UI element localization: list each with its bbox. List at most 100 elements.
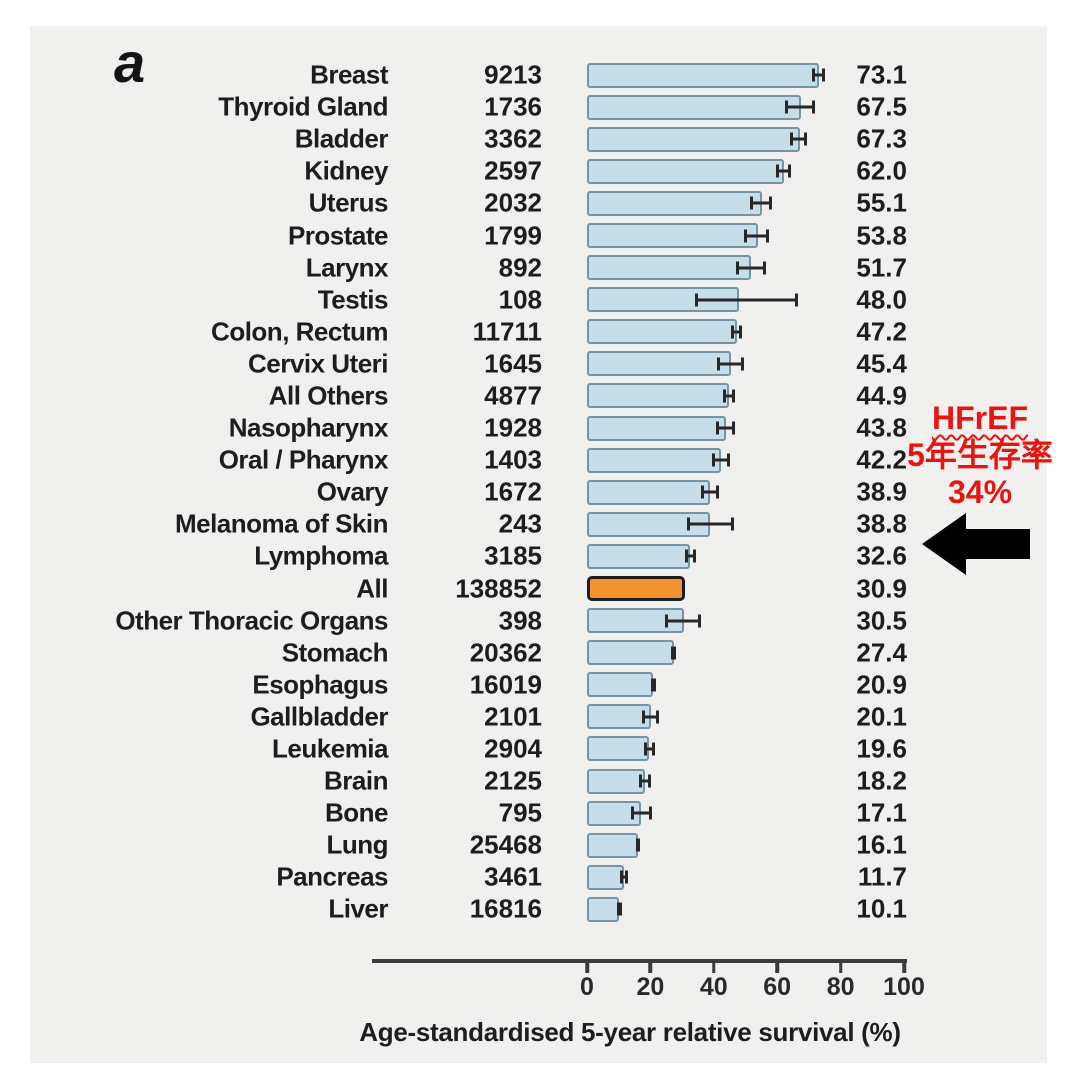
case-count: 1928 bbox=[484, 412, 542, 443]
survival-bar bbox=[587, 640, 674, 666]
x-axis-tick-label: 20 bbox=[636, 973, 665, 1001]
survival-bar bbox=[587, 832, 639, 858]
case-count: 2597 bbox=[484, 155, 542, 186]
error-bar bbox=[686, 517, 735, 531]
error-bar bbox=[812, 68, 825, 82]
table-row: Lung 25468 16.1 bbox=[30, 829, 1047, 861]
case-count: 25468 bbox=[469, 829, 542, 860]
error-bar bbox=[775, 164, 792, 178]
bar-area bbox=[587, 508, 912, 540]
survival-bar bbox=[587, 319, 737, 345]
bar-area bbox=[587, 701, 912, 733]
bar-area bbox=[587, 573, 912, 605]
case-count: 9213 bbox=[484, 59, 542, 90]
survival-bar bbox=[587, 62, 819, 88]
table-row: Stomach 20362 27.4 bbox=[30, 637, 1047, 669]
bar-area bbox=[587, 155, 912, 187]
cancer-name-label: Cervix Uteri bbox=[248, 348, 388, 379]
survival-bar bbox=[587, 543, 691, 569]
cancer-name-label: Stomach bbox=[281, 637, 389, 668]
survival-bar bbox=[587, 351, 731, 377]
error-bar bbox=[694, 293, 798, 307]
survival-value: 17.1 bbox=[856, 797, 907, 828]
case-count: 1645 bbox=[484, 348, 542, 379]
error-bar bbox=[701, 485, 720, 499]
x-axis-tick bbox=[712, 963, 716, 973]
survival-bar bbox=[587, 158, 784, 184]
case-count: 3185 bbox=[484, 540, 542, 571]
x-axis-tick-label: 60 bbox=[763, 973, 792, 1001]
panel-label-a: a bbox=[114, 31, 146, 94]
hfref-percentage: 34% bbox=[947, 474, 1013, 510]
survival-bar bbox=[587, 479, 711, 505]
survival-value: 44.9 bbox=[856, 380, 907, 411]
survival-value: 73.1 bbox=[856, 59, 907, 90]
error-bar bbox=[735, 261, 767, 275]
case-count: 2101 bbox=[484, 701, 542, 732]
case-count: 4877 bbox=[484, 380, 542, 411]
bar-area bbox=[587, 476, 912, 508]
table-row: Oral / Pharynx 1403 42.2 bbox=[30, 444, 1047, 476]
x-axis-tick-label: 40 bbox=[699, 973, 728, 1001]
case-count: 398 bbox=[498, 605, 542, 636]
survival-bar bbox=[587, 511, 710, 537]
cancer-name-label: Colon, Rectum bbox=[211, 316, 388, 347]
case-count: 2904 bbox=[484, 733, 542, 764]
cancer-name-label: Ovary bbox=[316, 476, 389, 507]
survival-bar bbox=[587, 190, 762, 216]
cancer-name-label: Nasopharynx bbox=[228, 412, 389, 443]
survival-bar bbox=[587, 800, 642, 826]
error-bar bbox=[785, 100, 816, 114]
survival-value: 42.2 bbox=[856, 444, 907, 475]
x-axis-tick-label: 80 bbox=[826, 973, 855, 1001]
survival-bar bbox=[587, 768, 645, 794]
survival-bar bbox=[587, 222, 758, 248]
hfref-survival-label: 5年生存率 bbox=[907, 437, 1053, 473]
error-bar bbox=[712, 453, 731, 467]
cancer-name-label: Lymphoma bbox=[254, 540, 388, 571]
bar-area bbox=[587, 637, 912, 669]
error-bar bbox=[684, 549, 696, 563]
arrow-head bbox=[922, 513, 966, 575]
case-count: 2125 bbox=[484, 765, 542, 796]
survival-value: 38.8 bbox=[856, 508, 907, 539]
x-axis-label: Age-standardised 5-year relative surviva… bbox=[359, 1017, 901, 1047]
cancer-name-label: Bone bbox=[325, 797, 389, 828]
bar-area bbox=[587, 605, 912, 637]
bar-area bbox=[587, 733, 912, 765]
x-axis-tick bbox=[775, 963, 779, 973]
bar-area bbox=[587, 444, 912, 476]
bar-area bbox=[587, 91, 912, 123]
bar-area bbox=[587, 893, 912, 925]
case-count: 1799 bbox=[484, 220, 542, 251]
table-row: Cervix Uteri 1645 45.4 bbox=[30, 348, 1047, 380]
survival-bar bbox=[587, 736, 650, 762]
bar-area bbox=[587, 123, 912, 155]
survival-value: 47.2 bbox=[856, 316, 907, 347]
case-count: 16019 bbox=[469, 669, 542, 700]
hfref-annotation: HFrEF 5年生存率 34% bbox=[898, 400, 1062, 511]
survival-value: 43.8 bbox=[856, 412, 907, 443]
bar-chart-rows: Breast 9213 73.1 Thyroid Gland 1736 67.5 Bladd… bbox=[30, 59, 1047, 926]
table-row: Gallbladder 2101 20.1 bbox=[30, 701, 1047, 733]
error-bar bbox=[630, 806, 653, 820]
table-row: Kidney 2597 62.0 bbox=[30, 155, 1047, 187]
error-bar bbox=[743, 229, 770, 243]
x-axis-tick bbox=[585, 963, 589, 973]
survival-bar bbox=[587, 672, 654, 698]
error-bar bbox=[619, 870, 629, 884]
survival-bar bbox=[587, 255, 751, 281]
error-bar bbox=[671, 646, 677, 660]
survival-value: 51.7 bbox=[856, 252, 907, 283]
error-bar bbox=[731, 325, 743, 339]
bar-area bbox=[587, 284, 912, 316]
error-bar bbox=[750, 196, 773, 210]
table-row: Thyroid Gland 1736 67.5 bbox=[30, 91, 1047, 123]
survival-value: 30.9 bbox=[856, 573, 907, 604]
cancer-name-label: All bbox=[356, 573, 388, 604]
survival-value: 55.1 bbox=[856, 187, 907, 218]
table-row: Breast 9213 73.1 bbox=[30, 59, 1047, 91]
case-count: 138852 bbox=[455, 573, 542, 604]
survival-value: 67.5 bbox=[856, 91, 907, 122]
table-row: Ovary 1672 38.9 bbox=[30, 476, 1047, 508]
